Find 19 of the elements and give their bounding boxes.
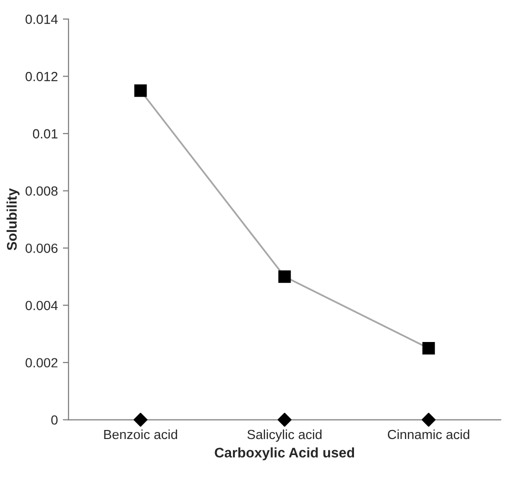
x-tick-label: Benzoic acid — [104, 429, 178, 440]
point — [278, 270, 291, 283]
point — [134, 412, 148, 427]
y-tick-label: 0 — [51, 415, 58, 425]
y-tick-label: 0.004 — [26, 300, 58, 310]
point — [278, 412, 292, 427]
y-tick-label: 0.006 — [26, 244, 58, 253]
x-tick-label: Cinnamic acid — [388, 429, 470, 440]
y-axis-title: Solubility — [6, 188, 20, 250]
x-axis-title: Carboxylic Acid used — [214, 447, 354, 460]
y-tick-label: 0.002 — [26, 358, 58, 368]
y-tick-label: 0.012 — [26, 72, 58, 82]
point — [134, 84, 147, 97]
x-tick-label: Salicylic acid — [247, 429, 322, 442]
point — [422, 412, 436, 427]
y-tick-label: 0.014 — [26, 14, 58, 24]
y-tick-label: 0.01 — [32, 129, 58, 138]
y-tick-label: 0.008 — [26, 186, 58, 196]
point — [422, 342, 435, 354]
